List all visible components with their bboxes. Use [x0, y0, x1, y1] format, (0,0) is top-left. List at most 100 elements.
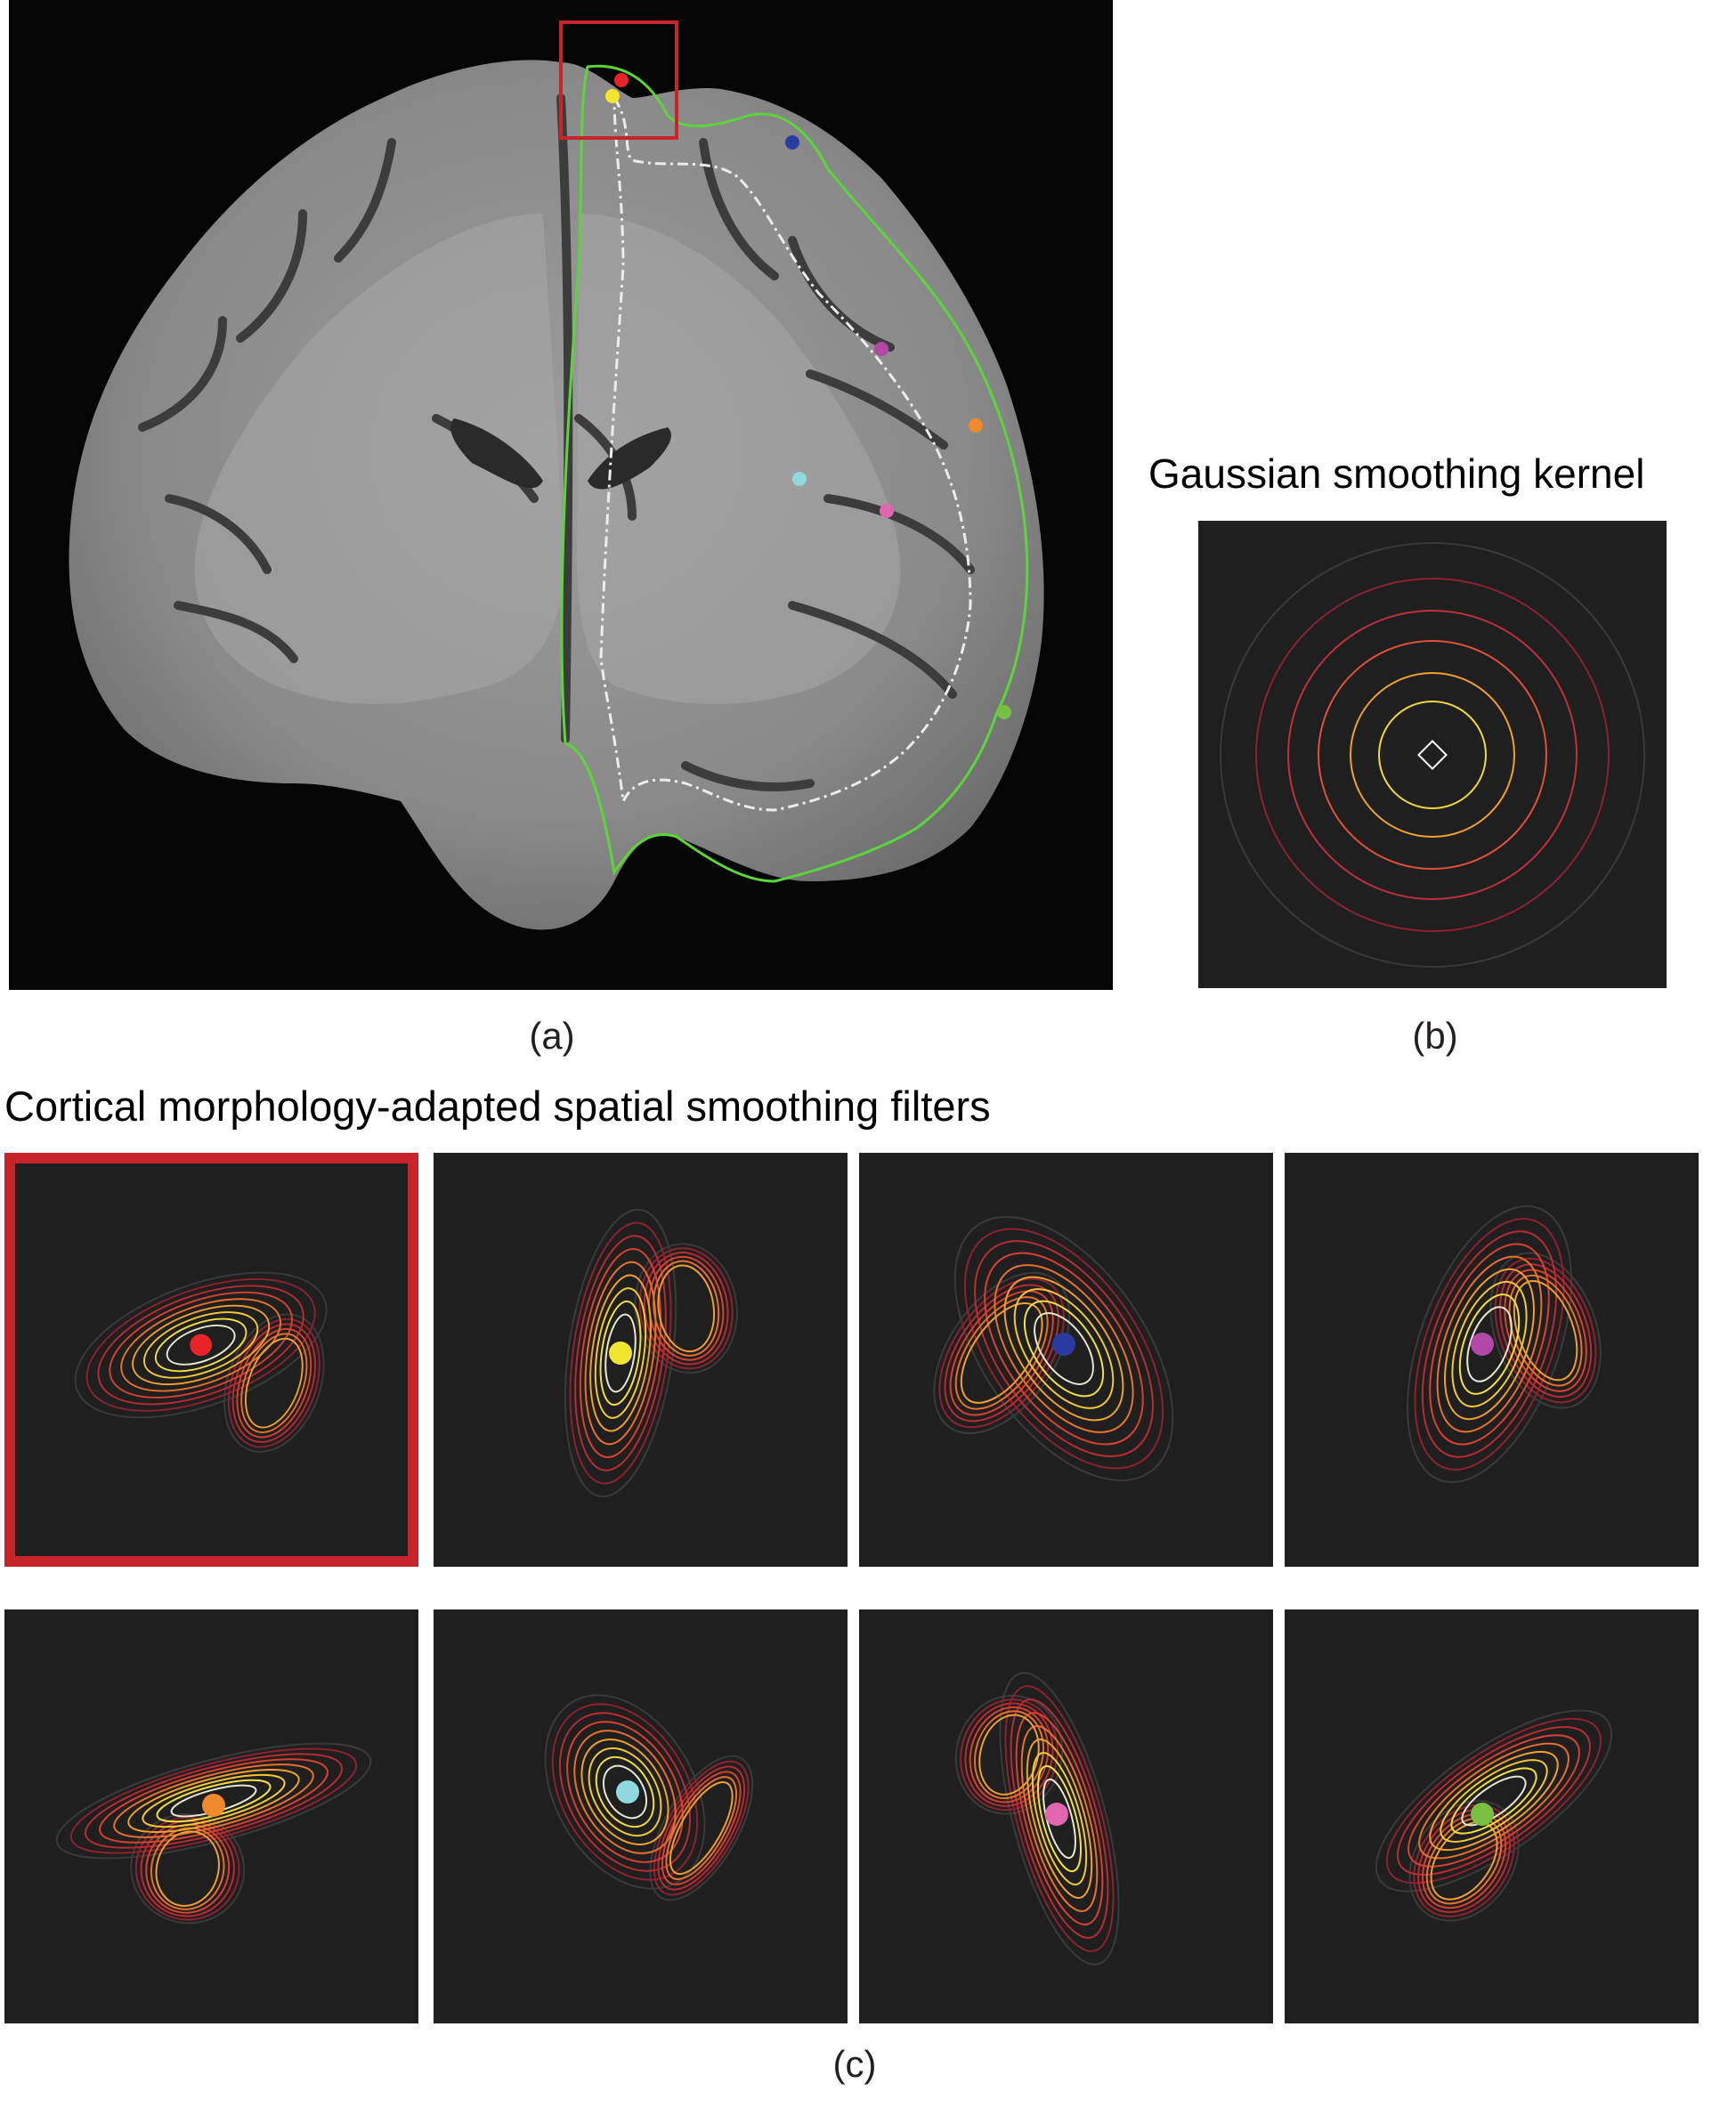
filter-contour-arm	[130, 1813, 246, 1925]
filter-contour-arm	[1494, 1257, 1597, 1404]
filter-contour	[127, 1769, 300, 1833]
filter-contour	[544, 1694, 706, 1890]
panel-b-title: Gaussian smoothing kernel	[1148, 450, 1645, 497]
seed-point-orange	[969, 418, 983, 433]
filter-contour	[994, 1264, 1134, 1433]
filter-contour	[1421, 1230, 1558, 1458]
filter-contour	[97, 1285, 304, 1406]
filter-contour	[1036, 1764, 1083, 1873]
filter-tile-orange	[4, 1609, 418, 2023]
kernel-contour-3	[1287, 610, 1578, 900]
filter-contour	[1407, 1204, 1572, 1484]
filter-seed-dot-pink	[1045, 1803, 1068, 1826]
seed-point-purple	[874, 342, 888, 356]
filter-contour-arm	[649, 1755, 754, 1901]
filter-contour	[1407, 1734, 1580, 1868]
filter-contour-arm	[960, 1301, 1043, 1404]
filter-contour	[595, 1755, 655, 1828]
filter-contour	[573, 1730, 677, 1854]
filter-contour	[1004, 1685, 1115, 1952]
filter-contour	[999, 1672, 1120, 1966]
filter-contour	[142, 1311, 259, 1379]
roi-box	[559, 20, 678, 140]
filter-contour	[1458, 1293, 1521, 1395]
filter-contour-arm	[1498, 1263, 1593, 1399]
seed-point-green	[997, 705, 1011, 719]
filter-contour	[120, 1298, 282, 1392]
panel-c-title: Cortical morphology-adapted spatial smoo…	[4, 1082, 991, 1130]
filter-contour	[113, 1763, 314, 1838]
filter-contour	[1466, 1306, 1513, 1382]
gray-white-boundary	[599, 93, 972, 812]
filter-contour	[569, 1221, 672, 1485]
filter-contour	[1013, 1288, 1115, 1409]
filter-contour-arm	[145, 1823, 231, 1914]
filter-contour-arm	[223, 1313, 325, 1453]
filter-contour	[602, 1764, 648, 1820]
filter-contour	[1440, 1759, 1548, 1843]
filter-contour-arm	[974, 1710, 1044, 1800]
filter-contour	[1375, 1709, 1613, 1893]
filter-seed-dot-orange	[202, 1794, 225, 1817]
seed-point-red	[614, 73, 629, 87]
filter-contour	[589, 1274, 652, 1432]
filter-contour-arm	[1489, 1252, 1602, 1409]
kernel-contour-1	[1220, 542, 1645, 968]
filter-contour	[579, 1248, 662, 1458]
panel-a-label: (a)	[529, 1015, 575, 1057]
filter-contour	[551, 1703, 699, 1881]
tissue-boundary-green	[560, 64, 1029, 883]
filter-contour-arm	[227, 1317, 320, 1448]
filter-contour	[1397, 1726, 1591, 1876]
filter-seed-dot-red	[190, 1334, 212, 1357]
filter-contour-arm	[669, 1780, 734, 1876]
white-matter-left	[194, 214, 566, 704]
filter-contour	[85, 1278, 316, 1412]
filter-tile-pink	[859, 1609, 1273, 2023]
filter-contour-arm	[657, 1264, 716, 1353]
filter-contour	[1436, 1255, 1543, 1433]
filter-contour	[1461, 1775, 1527, 1827]
filter-contour	[599, 1300, 642, 1407]
filter-tile-red	[4, 1153, 418, 1567]
filter-contour-arm	[634, 1243, 738, 1374]
filter-contour	[963, 1228, 1164, 1470]
filter-contour	[558, 1712, 692, 1872]
gaussian-kernel-plot	[1198, 521, 1667, 988]
filter-tile-blue	[859, 1153, 1273, 1567]
seed-point-blue	[785, 135, 799, 150]
filter-contours-orange	[55, 1742, 372, 1925]
filter-contour-arm	[1417, 1808, 1511, 1913]
filter-contour-arm	[638, 1247, 734, 1370]
filter-seed-dot-blue	[1052, 1333, 1075, 1356]
filter-contour-arm	[954, 1694, 1064, 1815]
filter-contour	[588, 1747, 662, 1837]
seed-point-yellow	[605, 89, 620, 103]
filter-contour	[953, 1216, 1174, 1481]
filter-contour-arm	[938, 1277, 1065, 1429]
filter-contour	[1429, 1750, 1559, 1852]
filter-contour	[74, 1271, 328, 1419]
filter-contour-arm	[954, 1296, 1049, 1410]
panel-c-label: (c)	[832, 2043, 877, 2085]
filter-contours-green	[1375, 1709, 1613, 1922]
filter-contours-purple	[1407, 1204, 1602, 1484]
kernel-contour-5	[1350, 672, 1515, 838]
filter-contour-arm	[964, 1702, 1054, 1807]
filter-contours-pink	[954, 1672, 1120, 1966]
filter-contour-arm	[236, 1327, 312, 1439]
filter-tile-cyan	[434, 1609, 848, 2023]
filter-contour	[1429, 1243, 1550, 1446]
filter-contour-arm	[969, 1706, 1050, 1804]
filter-contour	[1023, 1300, 1105, 1398]
filter-contour-arm	[1408, 1800, 1520, 1922]
filter-contour	[1444, 1268, 1535, 1421]
filter-contour-arm	[653, 1760, 750, 1896]
filter-contour	[1034, 1312, 1094, 1385]
filter-contour	[604, 1313, 637, 1393]
filter-contour-arm	[240, 1333, 308, 1433]
filter-contour-arm	[653, 1260, 720, 1357]
filter-contour-arm	[1504, 1269, 1587, 1392]
filter-seed-dot-cyan	[616, 1780, 639, 1804]
filter-contour-arm	[1513, 1279, 1578, 1382]
